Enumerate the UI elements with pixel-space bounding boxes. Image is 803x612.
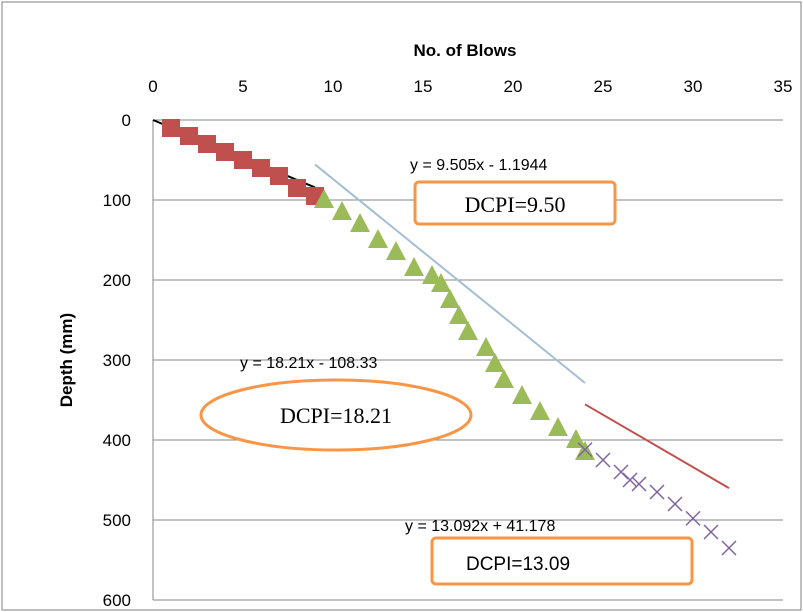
dcpi-callout-1	[413, 180, 617, 226]
data-point-series-3	[577, 442, 593, 458]
data-point-series-2	[566, 429, 586, 448]
x-tick-label: 10	[324, 77, 343, 96]
dcpi-label-3: DCPI=13.09	[466, 554, 570, 575]
data-point-series-2	[386, 241, 406, 260]
trendline-2	[314, 163, 586, 384]
x-tick-label: 0	[148, 77, 157, 96]
data-point-series-3	[631, 476, 647, 492]
data-point-series-2	[530, 401, 550, 420]
data-point-series-2	[476, 337, 496, 356]
data-point-series-1	[234, 151, 252, 169]
x-tick-label: 30	[684, 77, 703, 96]
data-point-series-2	[512, 385, 532, 404]
dcpi-label-2: DCPI=18.21	[280, 403, 392, 428]
data-point-series-2	[485, 353, 505, 372]
dcpi-callout-2	[199, 378, 473, 452]
data-point-series-3	[649, 484, 665, 500]
data-point-series-2	[449, 305, 469, 324]
data-point-series-1	[252, 159, 270, 177]
data-point-series-2	[350, 213, 370, 232]
data-point-series-2	[440, 289, 460, 308]
data-point-series-2	[494, 369, 514, 388]
data-point-series-3	[703, 524, 719, 540]
data-point-series-3	[685, 510, 701, 526]
x-axis-title: No. of Blows	[414, 41, 517, 60]
data-point-series-3	[595, 452, 611, 468]
x-tick-label: 20	[504, 77, 523, 96]
data-point-series-1	[180, 127, 198, 145]
data-point-series-2	[404, 257, 424, 276]
y-tick-label: 100	[103, 191, 131, 210]
trendline-equation-2: y = 18.21x - 108.33	[240, 355, 378, 372]
gridlines	[153, 199, 783, 601]
y-tick-label: 400	[103, 431, 131, 450]
trendline-equation-3: y = 13.092x + 41.178	[405, 518, 555, 535]
y-tick-label: 200	[103, 271, 131, 290]
data-point-series-3	[622, 472, 638, 488]
data-point-series-2	[548, 417, 568, 436]
data-point-series-2	[368, 229, 388, 248]
y-tick-label: 600	[103, 591, 131, 610]
x-tick-label: 25	[594, 77, 613, 96]
dcpi-label-1: DCPI=9.50	[464, 192, 565, 217]
x-tick-label: 5	[238, 77, 247, 96]
data-point-series-1	[270, 167, 288, 185]
y-tick-label: 300	[103, 351, 131, 370]
data-point-series-1	[288, 179, 306, 197]
y-axis-title: Depth (mm)	[57, 313, 76, 407]
x-tick-label: 35	[774, 77, 793, 96]
data-point-series-1	[216, 143, 234, 161]
data-point-series-2	[431, 273, 451, 292]
data-point-series-3	[667, 496, 683, 512]
y-tick-label: 500	[103, 511, 131, 530]
data-point-series-1	[198, 135, 216, 153]
data-markers	[162, 119, 737, 556]
x-tick-label: 15	[414, 77, 433, 96]
data-point-series-2	[422, 265, 442, 284]
data-point-series-2	[332, 201, 352, 220]
data-point-series-2	[458, 321, 478, 340]
axes: 0 100 200 300 400 500 600 0 5 10 15 20 25 30 35	[103, 77, 793, 610]
trendline-3	[584, 403, 730, 489]
data-point-series-2	[314, 189, 334, 208]
data-point-series-3	[721, 540, 737, 556]
data-point-series-1	[162, 119, 180, 137]
dcpi-callout-3	[430, 536, 694, 586]
trendline-equation-1: y = 9.505x - 1.1944	[410, 157, 548, 174]
y-tick-label: 0	[122, 111, 131, 130]
